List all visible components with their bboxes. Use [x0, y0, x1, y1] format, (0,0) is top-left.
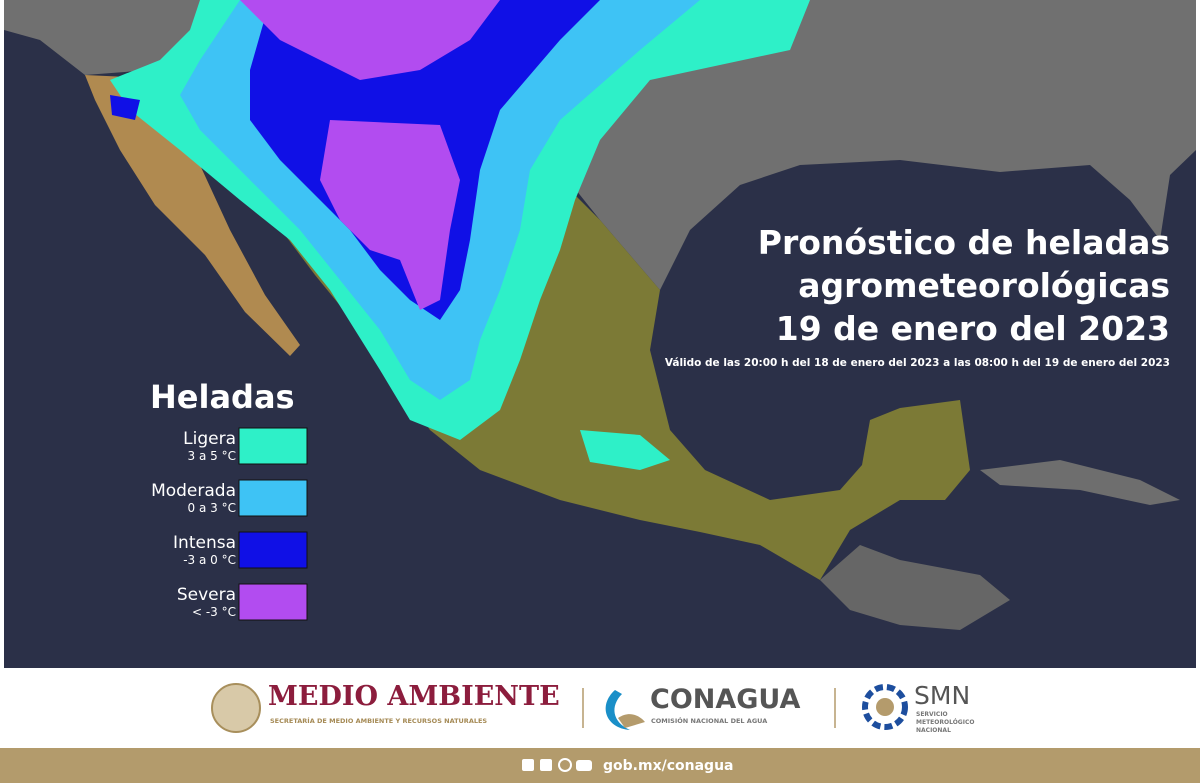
- bottom-bar: [0, 748, 1200, 783]
- frost-area: [110, 95, 140, 120]
- smn-icon: [862, 684, 908, 730]
- legend-label: Intensa: [173, 533, 236, 553]
- legend-swatch: [238, 583, 308, 621]
- logo-name: SMN: [914, 681, 970, 710]
- legend-range: < -3 °C: [192, 605, 236, 619]
- title-line: 19 de enero del 2023: [776, 309, 1170, 348]
- logo-name: CONAGUA: [650, 684, 801, 715]
- social-icon[interactable]: [540, 759, 552, 771]
- title-line: Pronóstico de heladas: [758, 223, 1170, 262]
- logo-subtitle: NACIONAL: [916, 727, 951, 734]
- footer-url[interactable]: gob.mx/conagua: [603, 758, 733, 774]
- footer: MEDIO AMBIENTE SECRETARÍA DE MEDIO AMBIE…: [211, 681, 974, 734]
- legend-range: 3 a 5 °C: [188, 449, 236, 463]
- baja-california: [85, 75, 300, 356]
- social-icon[interactable]: [576, 760, 592, 771]
- smn-icon: [876, 698, 894, 716]
- frost-area: [320, 120, 460, 310]
- legend-label: Moderada: [151, 481, 236, 501]
- subtitle: Válido de las 20:00 h del 18 de enero de…: [665, 357, 1170, 369]
- emblem: [211, 683, 261, 733]
- logo-subtitle: SECRETARÍA DE MEDIO AMBIENTE Y RECURSOS …: [270, 716, 487, 725]
- title-line: agrometeorológicas: [798, 266, 1170, 305]
- cuba: [980, 460, 1180, 505]
- logo-subtitle: METEOROLÓGICO: [916, 719, 974, 726]
- legend-range: -3 a 0 °C: [183, 553, 236, 567]
- legend-range: 0 a 3 °C: [188, 501, 236, 515]
- frost-area: [240, 0, 500, 80]
- conagua-icon: [605, 690, 630, 730]
- logo-name: MEDIO AMBIENTE: [268, 681, 560, 712]
- legend-title: Heladas: [150, 378, 295, 416]
- logo-subtitle: COMISIÓN NACIONAL DEL AGUA: [651, 716, 767, 725]
- logo-subtitle: SERVICIO: [916, 711, 948, 718]
- central-america: [820, 545, 1010, 630]
- legend-swatch: [238, 531, 308, 569]
- legend-label: Ligera: [183, 429, 236, 449]
- legend-swatch: [238, 479, 308, 517]
- legend-swatch: [238, 427, 308, 465]
- conagua-icon: [618, 714, 645, 728]
- frost-area: [580, 430, 670, 470]
- legend-label: Severa: [177, 585, 236, 605]
- social-icon[interactable]: [558, 758, 572, 772]
- social-icon[interactable]: [522, 759, 534, 771]
